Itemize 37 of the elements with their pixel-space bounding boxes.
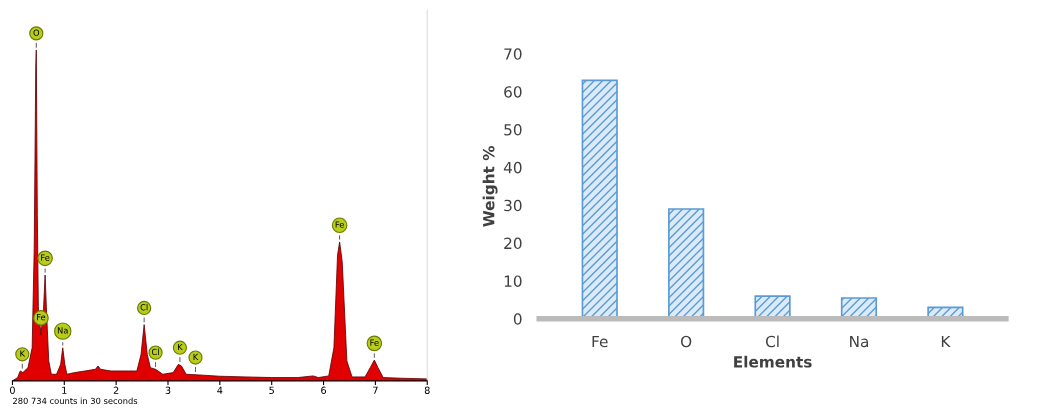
x-axis-title: Elements bbox=[734, 355, 812, 368]
x-tick-label: 7 bbox=[373, 386, 378, 394]
x-tick-label: 0 bbox=[9, 386, 15, 394]
x-tick-label: Fe bbox=[592, 335, 608, 348]
y-tick-label: 30 bbox=[504, 199, 522, 212]
annotation: O bbox=[33, 29, 40, 36]
y-tick-label: 0 bbox=[513, 313, 522, 325]
annotation: Fe bbox=[37, 314, 46, 321]
x-tick-label: Cl bbox=[765, 335, 779, 348]
y-tick-label: 20 bbox=[504, 237, 522, 250]
x-tick-label: 5 bbox=[269, 386, 274, 394]
x-tick-label: 4 bbox=[217, 386, 223, 394]
x-tick-label: 2 bbox=[113, 386, 119, 394]
x-tick-label: 1 bbox=[62, 386, 67, 394]
x-tick-label: Na bbox=[850, 335, 868, 348]
text: 280 734 counts in 30 seconds bbox=[13, 397, 138, 404]
annotation: K bbox=[20, 350, 26, 357]
y-tick-label: 40 bbox=[503, 161, 522, 174]
bar bbox=[668, 208, 705, 319]
x-tick-label: K bbox=[941, 335, 951, 348]
x-tick-label: O bbox=[680, 335, 692, 348]
x-tick-label: 6 bbox=[321, 386, 327, 394]
annotation: Fe bbox=[41, 254, 50, 261]
annotation: Na bbox=[57, 327, 68, 334]
y-tick-label: 10 bbox=[504, 275, 522, 287]
y-tick-label: 60 bbox=[504, 86, 522, 98]
bar bbox=[754, 295, 791, 319]
x-tick-label: 8 bbox=[424, 386, 430, 394]
y-tick-label: 50 bbox=[504, 123, 522, 136]
annotation: Fe bbox=[335, 221, 344, 228]
bar bbox=[581, 79, 618, 319]
annotation: Cl bbox=[151, 348, 159, 356]
annotation: K bbox=[193, 353, 199, 360]
x-tick-label: 3 bbox=[165, 386, 171, 394]
y-tick-label: 70 bbox=[504, 48, 522, 60]
y-axis-title: Weight % bbox=[482, 145, 498, 227]
annotation: Cl bbox=[140, 303, 148, 311]
